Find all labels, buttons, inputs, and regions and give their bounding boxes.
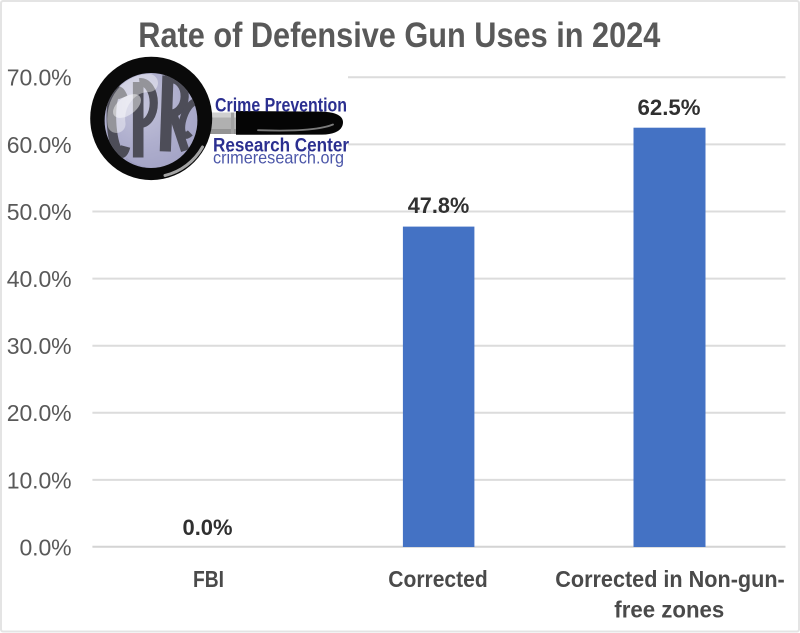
svg-text:Corrected in Non-gun-: Corrected in Non-gun- (555, 566, 785, 592)
svg-text:30.0%: 30.0% (7, 333, 72, 359)
svg-text:10.0%: 10.0% (7, 467, 72, 493)
svg-text:20.0%: 20.0% (7, 400, 72, 426)
svg-text:0.0%: 0.0% (183, 515, 233, 540)
svg-text:0.0%: 0.0% (19, 534, 71, 560)
svg-text:FBI: FBI (193, 566, 224, 592)
svg-text:free zones: free zones (614, 596, 724, 622)
svg-text:crimeresearch.org: crimeresearch.org (213, 147, 344, 167)
svg-text:62.5%: 62.5% (638, 95, 701, 120)
svg-text:70.0%: 70.0% (7, 65, 72, 91)
svg-text:47.8%: 47.8% (408, 193, 470, 218)
svg-text:40.0%: 40.0% (7, 266, 72, 292)
svg-text:60.0%: 60.0% (7, 132, 72, 158)
svg-text:Research Center: Research Center (213, 135, 349, 157)
svg-text:Rate of Defensive Gun Uses in: Rate of Defensive Gun Uses in 2024 (138, 16, 660, 55)
svg-text:50.0%: 50.0% (7, 199, 72, 225)
svg-text:Corrected: Corrected (388, 566, 488, 592)
svg-text:Crime Prevention: Crime Prevention (215, 95, 347, 116)
